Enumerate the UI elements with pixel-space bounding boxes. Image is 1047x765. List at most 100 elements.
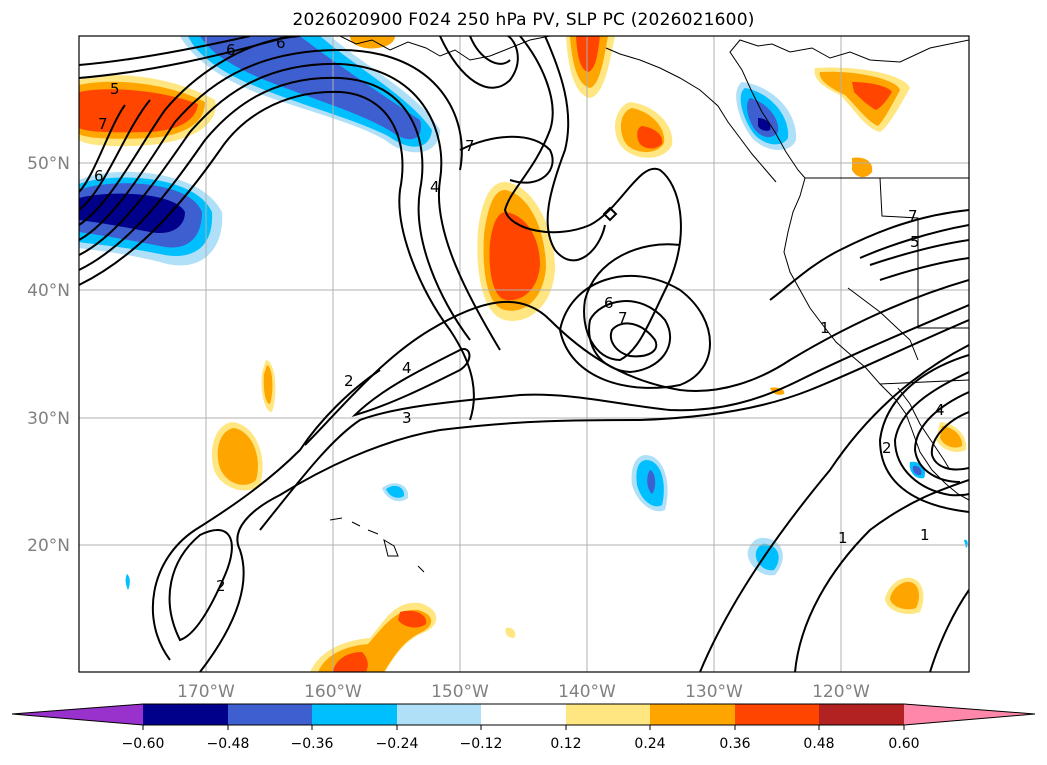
lat-label-30n: 30°N: [27, 409, 70, 429]
contour-label: 7: [618, 309, 628, 327]
slp-contour: [79, 48, 463, 241]
slp-contour: [168, 529, 233, 642]
contour-label: 7: [465, 137, 475, 155]
pv-positive-anomaly: [637, 126, 663, 149]
pv-positive-anomaly: [79, 89, 198, 133]
slp-contour: [913, 391, 969, 483]
contour-label: 5: [910, 233, 920, 251]
contour-label: 7: [908, 207, 918, 225]
slp-contour: [79, 36, 301, 226]
contour-label: 1: [838, 529, 848, 547]
slp-contour: [459, 135, 554, 184]
contour-label: 2: [216, 577, 226, 595]
pv-positive-anomaly: [505, 627, 516, 638]
pv-negative-anomaly: [200, 36, 421, 140]
slp-contour: [769, 209, 969, 301]
contour-label: 2: [344, 372, 354, 390]
colorbar-tick-label: 0.12: [550, 736, 581, 752]
pv-positive-anomaly: [852, 157, 873, 178]
lon-label-130w: 130°W: [685, 682, 743, 702]
pv-positive-anomaly: [263, 365, 273, 404]
contour-label: 7: [98, 115, 108, 133]
colorbar-tick-label: 0.36: [719, 736, 750, 752]
north-america-coast: [729, 39, 969, 501]
contour-label: 1: [820, 319, 830, 337]
colorbar-tick-label: 0.60: [888, 736, 919, 752]
pv-negative-anomaly: [125, 574, 130, 590]
colorbar-segment: [143, 704, 228, 725]
colorbar-segment: [12, 704, 143, 725]
pv-positive-anomaly: [890, 581, 919, 610]
colorbar-tick-label: −0.36: [291, 736, 334, 752]
colorbar-tick-label: 0.48: [803, 736, 834, 752]
colorbar-ticks: [142, 725, 905, 730]
slp-contour: [588, 300, 671, 374]
lon-label-150w: 150°W: [431, 682, 489, 702]
slp-contour: [503, 36, 682, 362]
hawaii-islands: [329, 517, 425, 573]
gridlines: [79, 36, 969, 672]
state-border: [879, 177, 969, 329]
contour-label: 4: [935, 401, 945, 419]
colorbar-tick-label: −0.12: [460, 736, 503, 752]
alaska-coast: [605, 47, 777, 183]
contour-label: 1: [920, 526, 930, 544]
lon-label-140w: 140°W: [558, 682, 616, 702]
pv-negative-anomaly: [386, 485, 405, 498]
pv-positive-anomaly: [940, 426, 963, 448]
slp-contour: [79, 36, 251, 66]
pv-negative-anomaly: [912, 465, 922, 476]
pv-positive-anomaly: [576, 36, 600, 72]
pv-negative-anomaly: [647, 470, 656, 494]
map-frame: [78, 35, 970, 673]
pv-positive-anomaly: [819, 71, 900, 126]
contour-label: 4: [430, 178, 440, 196]
pv-positive-anomaly: [489, 212, 540, 301]
colorbar-tick-label: −0.60: [122, 736, 165, 752]
lon-label-170w: 170°W: [177, 682, 235, 702]
slp-contour: [930, 411, 969, 471]
slp-contour: [304, 279, 969, 446]
slp-contour: [794, 479, 969, 672]
slp-contour: [859, 224, 969, 259]
contour-labels: 5 6 7 7 6 6 4 2 4 3 2 6 7 1 7 5 4 2 1 1: [94, 36, 945, 595]
longitude-labels: 170°W 160°W 150°W 140°W 130°W 120°W: [177, 682, 870, 702]
latitude-labels: 50°N 40°N 30°N 20°N: [27, 154, 70, 556]
slp-contour: [878, 354, 969, 513]
slp-contour: [79, 90, 475, 421]
slp-contour: [351, 348, 471, 418]
chart-title: 2026020900 F024 250 hPa PV, SLP PC (2026…: [292, 10, 755, 30]
pv-negative-anomaly: [747, 98, 779, 138]
colorbar-segment: [735, 704, 819, 725]
slp-contour: [699, 344, 969, 672]
colorbar-segment: [566, 704, 650, 725]
state-border: [847, 287, 919, 361]
slp-contour: [79, 99, 151, 211]
colorbar: −0.60 −0.48 −0.36 −0.24 −0.12 0.12 0.24 …: [11, 703, 1036, 752]
slp-contour: [929, 589, 969, 672]
colorbar-segment: [397, 704, 481, 725]
pv-positive-anomaly: [398, 610, 427, 628]
pv-positive-anomaly: [332, 652, 368, 672]
colorbar-tick-label: −0.48: [207, 736, 250, 752]
slp-contour: [151, 369, 381, 661]
contour-label: 6: [94, 167, 104, 185]
slp-contour: [439, 36, 519, 89]
colorbar-tick-label: −0.24: [376, 736, 419, 752]
baja-coast: [897, 387, 951, 471]
pv-positive-anomaly: [852, 82, 892, 110]
colorbar-tick-label: 0.24: [634, 736, 665, 752]
colorbar-segment: [228, 704, 312, 725]
slp-contours: [79, 36, 969, 672]
slp-contour: [610, 322, 658, 358]
slp-contour: [79, 104, 126, 193]
colorbar-segment: [904, 704, 1035, 725]
slp-contour: [893, 371, 969, 497]
contour-label: 2: [882, 439, 892, 457]
contour-label: 6: [226, 41, 236, 59]
slp-contour: [558, 275, 711, 389]
pv-positive-anomaly: [217, 428, 258, 485]
lat-label-40n: 40°N: [27, 281, 70, 301]
slp-contour: [79, 62, 501, 351]
